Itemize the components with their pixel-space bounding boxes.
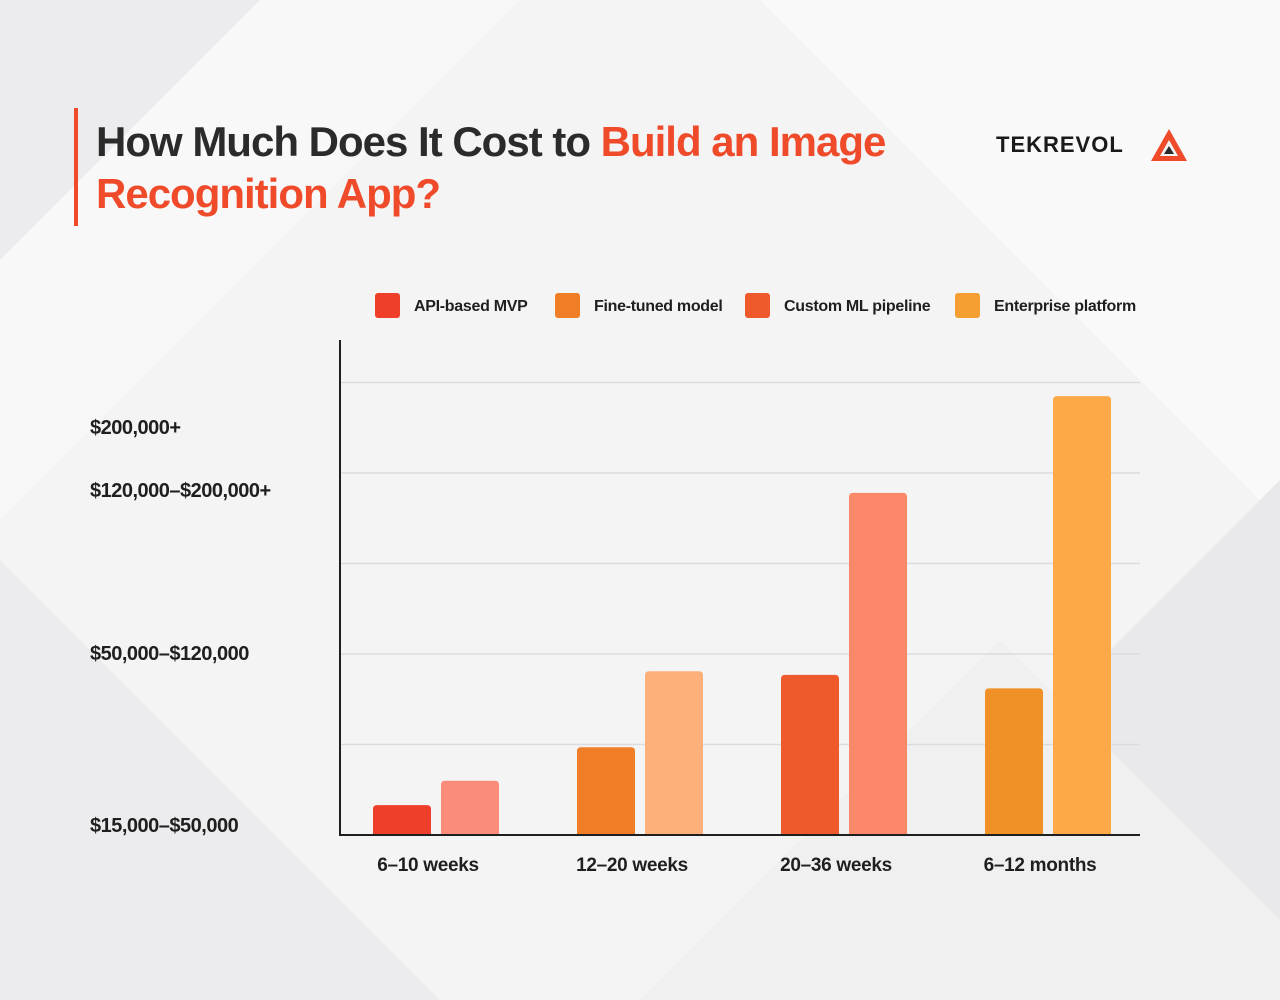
chart-legend: API-based MVP Fine-tuned model Custom ML p… [375,293,1136,318]
bar [577,747,635,835]
legend-swatch [745,293,770,318]
title-accent-part: Build an Image Recognition App? [96,118,886,217]
y-tick-label: $15,000–$50,000 [90,815,239,837]
y-axis-labels: $200,000+ $120,000–$200,000+ $50,000–$120,… [90,417,271,837]
legend-swatch [375,293,400,318]
bar [373,805,431,835]
bar-series [373,396,1111,835]
x-tick-label: 6–10 weeks [377,855,479,876]
y-tick-label: $200,000+ [90,417,181,439]
triangle-logo-icon [1151,129,1187,161]
y-tick-label: $50,000–$120,000 [90,643,249,665]
title-accent-bar [74,108,78,226]
x-tick-label: 12–20 weeks [576,855,688,876]
brand-logo: TEKREVOL [996,126,1192,166]
bar [849,492,907,835]
legend-label: Custom ML pipeline [784,298,931,315]
title-dark-part: How Much Does It Cost to [96,118,601,165]
legend-swatch [555,293,580,318]
grid-lines [340,381,1140,746]
bar [645,671,703,835]
x-tick-label: 6–12 months [984,855,1097,876]
legend-swatch [955,293,980,318]
bar [985,688,1043,835]
bar [1053,396,1111,835]
page-title: How Much Does It Cost to Build an Image … [96,116,956,220]
bar [781,674,839,835]
x-axis-labels: 6–10 weeks 12–20 weeks 20–36 weeks 6–12 mon… [377,855,1097,876]
brand-name: TEKREVOL [996,132,1124,157]
bar [441,780,499,835]
y-tick-label: $120,000–$200,000+ [90,480,271,502]
x-tick-label: 20–36 weeks [780,855,892,876]
legend-label: Fine-tuned model [594,298,723,315]
legend-label: API-based MVP [414,298,528,315]
legend-label: Enterprise platform [994,298,1136,315]
